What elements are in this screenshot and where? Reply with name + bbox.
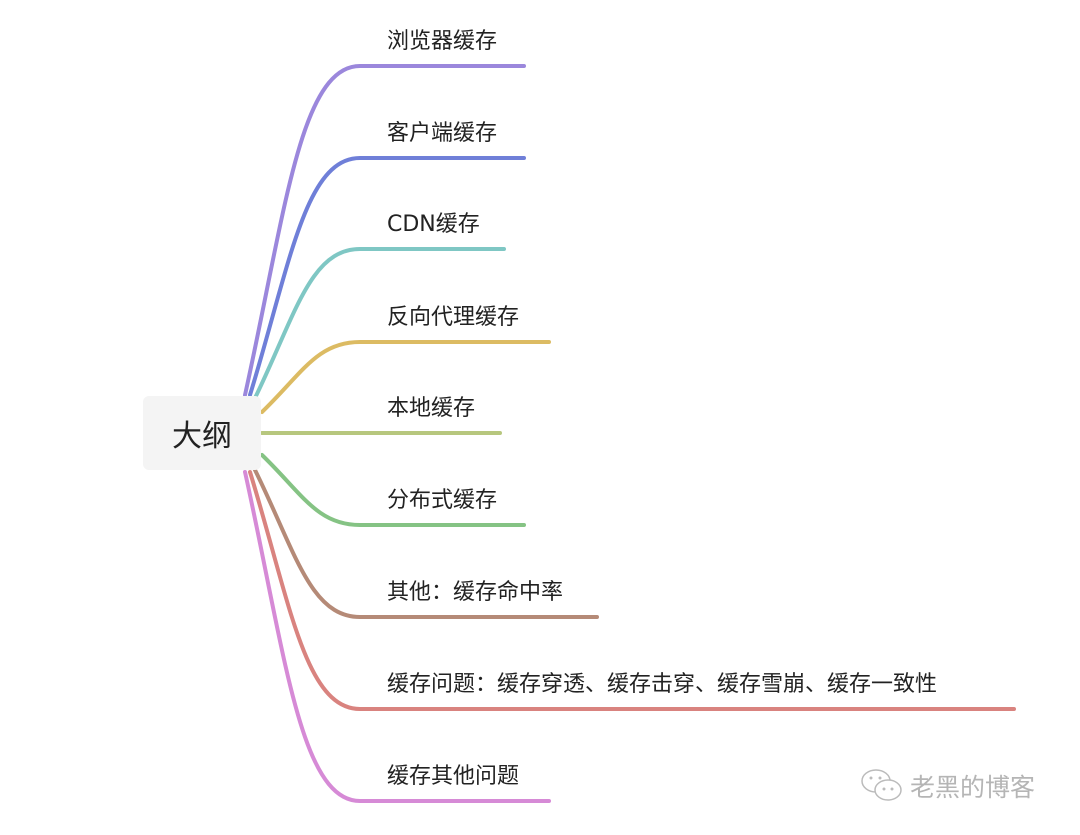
branch-line bbox=[253, 247, 506, 400]
branch-line bbox=[243, 64, 526, 397]
branch-line bbox=[260, 340, 551, 414]
branch-node[interactable]: 反向代理缓存 bbox=[387, 305, 520, 330]
watermark: 老黑的博客 bbox=[860, 768, 1035, 804]
branch-node[interactable]: 缓存问题：缓存穿透、缓存击穿、缓存雪崩、缓存一致性 bbox=[387, 672, 938, 697]
branch-line bbox=[260, 453, 526, 527]
branch-node[interactable]: CDN缓存 bbox=[387, 212, 480, 237]
branch-node[interactable]: 缓存其他问题 bbox=[387, 764, 520, 789]
branch-line bbox=[248, 470, 1016, 711]
root-label: 大纲 bbox=[172, 419, 232, 454]
branch-line bbox=[253, 468, 599, 619]
branch-line bbox=[248, 156, 526, 397]
branch-node[interactable]: 浏览器缓存 bbox=[387, 29, 498, 54]
branch-node[interactable]: 客户端缓存 bbox=[387, 121, 498, 146]
branch-line bbox=[243, 470, 551, 803]
root-node[interactable]: 大纲 bbox=[143, 396, 261, 470]
branch-node[interactable]: 本地缓存 bbox=[387, 396, 476, 421]
branch-node[interactable]: 其他：缓存命中率 bbox=[387, 580, 564, 605]
branch-node[interactable]: 分布式缓存 bbox=[387, 488, 498, 513]
watermark-text: 老黑的博客 bbox=[910, 773, 1036, 802]
wechat-icon bbox=[861, 769, 902, 801]
